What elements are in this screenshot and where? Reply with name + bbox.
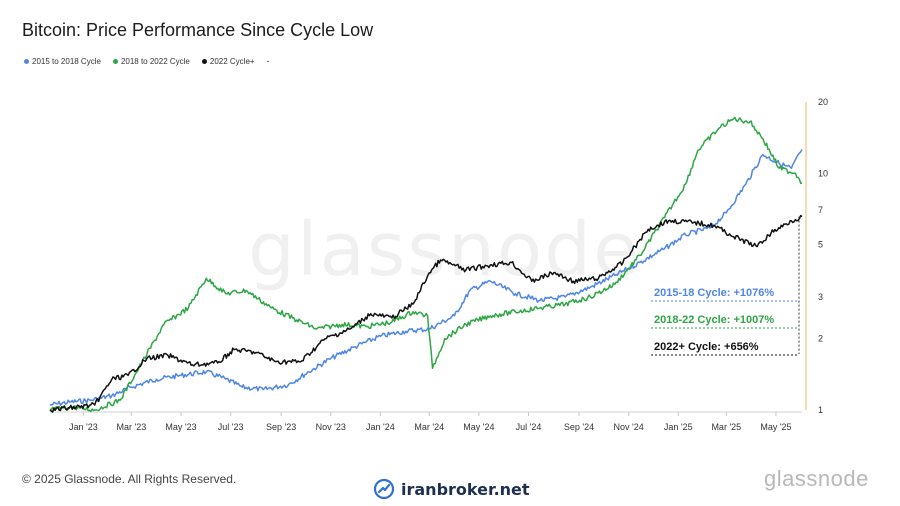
- x-tick-label: May '25: [760, 422, 791, 432]
- copyright-text: © 2025 Glassnode. All Rights Reserved.: [22, 472, 237, 486]
- y-tick-label: 3: [818, 292, 823, 302]
- chart-legend: 2015 to 2018 Cycle 2018 to 2022 Cycle 20…: [24, 56, 270, 66]
- y-tick-label: 5: [818, 240, 823, 250]
- brand-badge[interactable]: iranbroker.net: [373, 478, 530, 500]
- legend-dot-2022: [201, 58, 207, 64]
- annotation-2015-cycle: 2015-18 Cycle: +1076%: [654, 287, 774, 299]
- y-tick-label: 20: [818, 97, 828, 107]
- legend-dot-2018: [112, 58, 118, 64]
- legend-label-2018: 2018 to 2022 Cycle: [120, 56, 190, 66]
- x-tick-label: Jul '24: [516, 422, 542, 432]
- glassnode-logo: glassnode: [764, 466, 869, 491]
- y-tick-label: 10: [818, 168, 828, 178]
- y-tick-label: 1: [818, 405, 823, 415]
- legend-item-2018-cycle[interactable]: 2018 to 2022 Cycle: [112, 56, 190, 66]
- legend-item-2022-cycle[interactable]: 2022 Cycle+: [201, 56, 255, 66]
- x-tick-label: Jul '23: [218, 422, 244, 432]
- y-tick-label: 2: [818, 334, 823, 344]
- brand-name: iranbroker.net: [401, 479, 530, 499]
- legend-label-2015: 2015 to 2018 Cycle: [32, 56, 101, 66]
- x-tick-label: Nov '23: [316, 422, 346, 432]
- series-line-2022-plus: [49, 214, 803, 413]
- x-tick-label: Mar '25: [711, 422, 741, 432]
- series-line-2018-2022: [49, 116, 803, 413]
- x-tick-label: Sep '24: [564, 422, 594, 432]
- x-tick-label: Jan '25: [664, 422, 693, 432]
- x-tick-label: Mar '23: [117, 422, 147, 432]
- x-tick-label: May '24: [463, 422, 494, 432]
- legend-label-2022: 2022 Cycle+: [209, 56, 255, 66]
- x-tick-label: Mar '24: [414, 422, 444, 432]
- x-tick-label: Sep '23: [266, 422, 296, 432]
- x-tick-label: Jan '23: [69, 422, 98, 432]
- y-tick-label: 7: [818, 205, 823, 215]
- page-title: Bitcoin: Price Performance Since Cycle L…: [22, 20, 374, 40]
- series-line-2015-2018: [49, 149, 803, 407]
- x-tick-label: Nov '24: [614, 422, 644, 432]
- x-tick-label: May '23: [165, 422, 196, 432]
- annotation-2022-cycle: 2022+ Cycle: +656%: [654, 341, 759, 353]
- legend-extra: -: [266, 56, 270, 66]
- x-tick-label: Jan '24: [366, 422, 395, 432]
- legend-dot-2015: [24, 58, 29, 64]
- legend-item-2015-cycle[interactable]: 2015 to 2018 Cycle: [24, 57, 101, 66]
- annotation-2018-cycle: 2018-22 Cycle: +1007%: [654, 314, 774, 326]
- trend-logo-icon: [373, 478, 395, 500]
